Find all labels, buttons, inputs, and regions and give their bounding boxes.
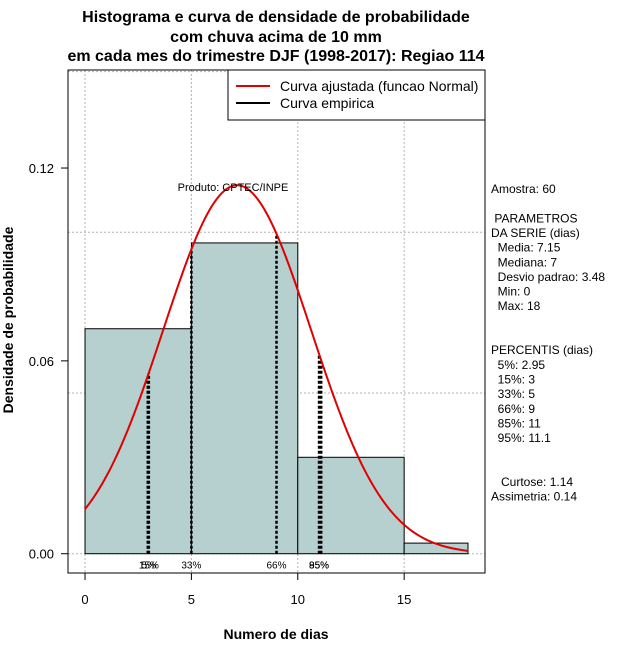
y-axis-label: Densidade de probabilidade (0, 226, 16, 413)
stats-line: Max: 18 (491, 299, 541, 313)
stats-line: Mediana: 7 (491, 255, 557, 269)
stats-line: PERCENTIS (dias) (491, 343, 593, 357)
product-annotation: Produto: CPTEC/INPE (178, 182, 289, 194)
percentile-tick-label: 33% (181, 561, 201, 572)
x-tick-label: 10 (291, 592, 305, 607)
x-tick-label: 15 (397, 592, 411, 607)
histogram-bar (190, 242, 299, 555)
percentile-lines (146, 233, 323, 554)
normal-curve-layer (84, 184, 469, 552)
x-axis-label: Numero de dias (223, 626, 328, 642)
legend: Curva ajustada (funcao Normal) Curva emp… (227, 69, 486, 121)
chart-title-line-1: Histograma e curva de densidade de proba… (82, 9, 470, 26)
x-tick-label: 5 (188, 592, 195, 607)
y-axis: 0.00 0.06 0.12 (29, 161, 69, 562)
y-tick-label: 0.12 (29, 161, 54, 176)
y-tick-label: 0.00 (29, 547, 54, 562)
percentile-tick-label: 66% (266, 561, 286, 572)
stats-line: Assimetria: 0.14 (491, 490, 577, 504)
stats-line: 95%: 11.1 (491, 431, 551, 445)
percentile-tick-label: 95% (309, 561, 329, 572)
stats-line: 33%: 5 (491, 387, 535, 401)
legend-label-fit: Curva ajustada (funcao Normal) (280, 78, 478, 94)
stats-line: DA SERIE (dias) (491, 226, 580, 240)
stats-line: 15%: 3 (491, 372, 535, 386)
stats-line: PARAMETROS (491, 211, 577, 225)
x-tick-label: 0 (81, 592, 88, 607)
chart-title-line-3: em cada mes do trimestre DJF (1998-2017)… (67, 48, 484, 65)
legend-label-empirical: Curva empirica (280, 95, 374, 111)
percentile-tick-labels: 15%5% 33% 66% 85%95% (139, 561, 329, 572)
stats-line: 66%: 9 (491, 402, 535, 416)
x-axis: 0 5 10 15 (81, 572, 411, 607)
histogram-bar (297, 456, 405, 555)
y-tick-label: 0.06 (29, 354, 54, 369)
stats-line: Curtose: 1.14 (491, 475, 573, 489)
legend-box (227, 69, 486, 121)
stats-line: Desvio padrao: 3.48 (491, 270, 605, 284)
histogram-bar (84, 328, 192, 555)
percentile-tick-label: 15% (139, 561, 159, 572)
chart-title-line-2: com chuva acima de 10 mm (170, 29, 382, 46)
stats-line: 5%: 2.95 (491, 358, 545, 372)
stats-line: Amostra: 60 (491, 182, 556, 196)
stats-line: 85%: 11 (491, 416, 541, 430)
normal-fit-curve (84, 184, 469, 552)
percentile-tick-label: 85% (309, 561, 329, 572)
stats-line: Media: 7.15 (491, 241, 561, 255)
percentile-tick-label: 5% (142, 561, 157, 572)
stats-line: Min: 0 (491, 285, 531, 299)
